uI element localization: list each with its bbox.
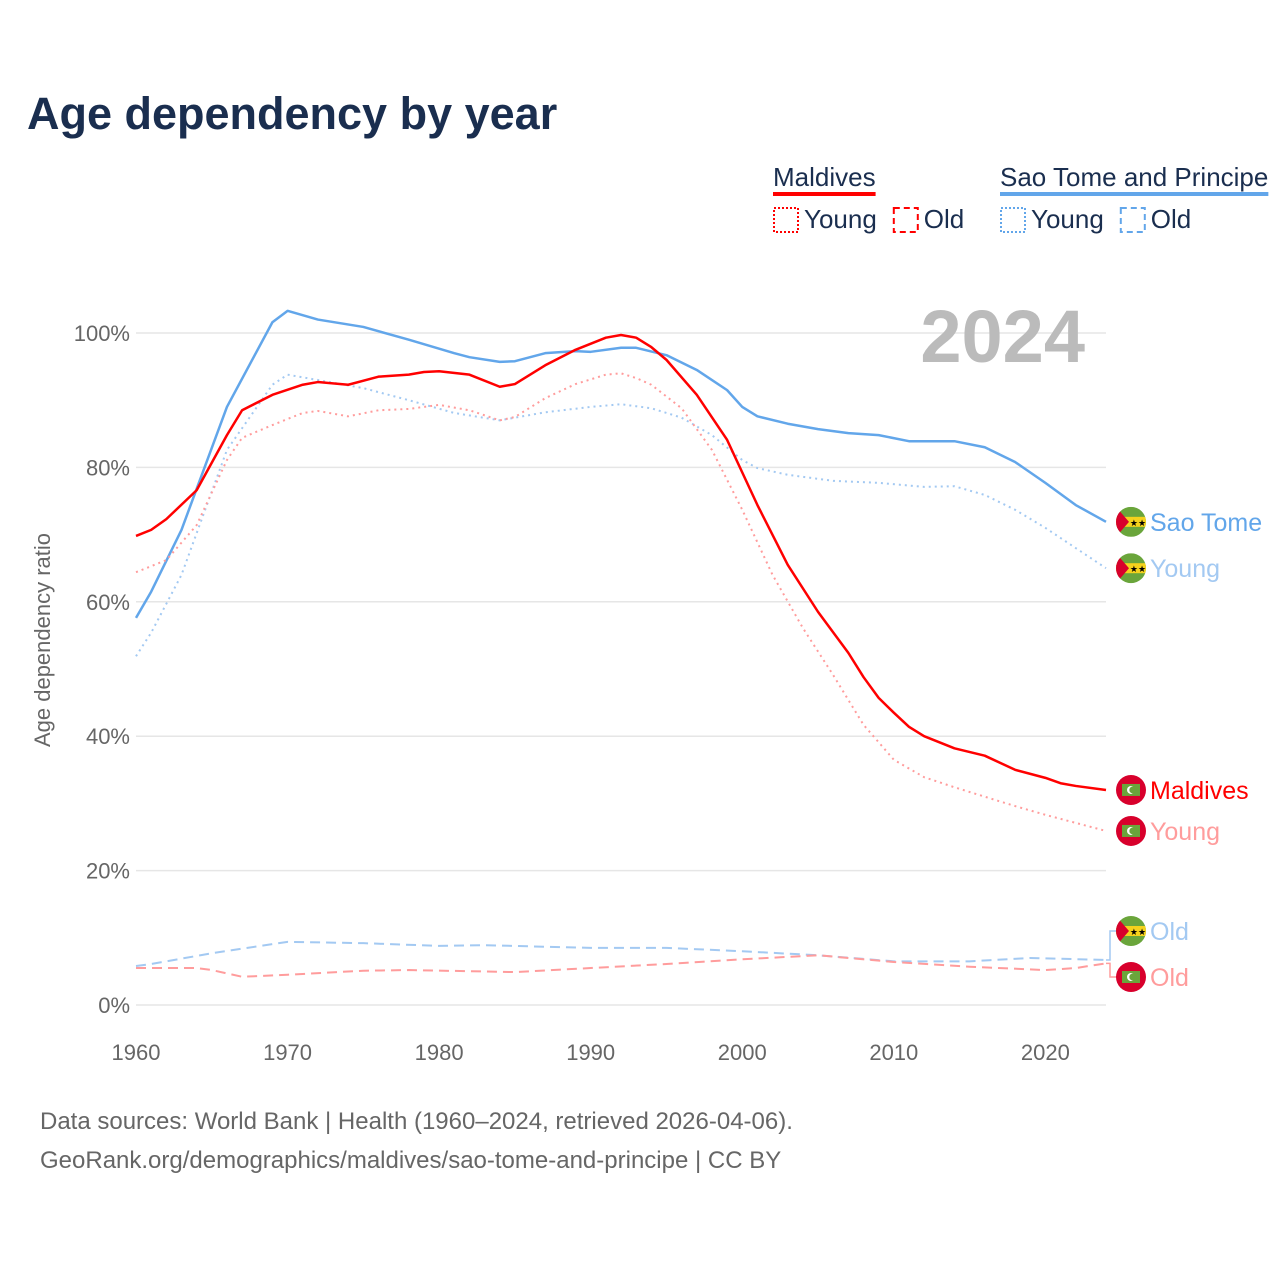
series-end-label: Old: [1150, 918, 1189, 946]
series-end-label: Maldives: [1150, 777, 1249, 805]
series-line-sao-tome-young: [135, 373, 1107, 657]
series-end-label: Sao Tome: [1150, 509, 1262, 537]
x-tick-label: 1980: [415, 1040, 464, 1065]
y-axis-label: Age dependency ratio: [30, 533, 55, 747]
series-line-sao-tome-old: [135, 940, 1107, 968]
y-tick-label: 100%: [74, 321, 130, 346]
x-tick-label: 2010: [869, 1040, 918, 1065]
y-tick-label: 20%: [86, 859, 130, 884]
y-tick-label: 40%: [86, 724, 130, 749]
chart-title: Age dependency by year: [27, 88, 558, 139]
legend-old-swatch[interactable]: [1119, 207, 1146, 233]
legend-item-label[interactable]: Young: [1031, 204, 1104, 234]
legend-old-swatch[interactable]: [892, 207, 919, 233]
x-tick-label: 2020: [1021, 1040, 1070, 1065]
legend-young-swatch[interactable]: [773, 207, 799, 233]
series-line-maldives: [135, 333, 1107, 792]
year-label: 2024: [920, 295, 1085, 378]
series-line-maldives-old: [136, 954, 1107, 978]
svg-text:★★: ★★: [1130, 564, 1146, 574]
y-tick-label: 60%: [86, 590, 130, 615]
legend-item-label[interactable]: Young: [804, 204, 877, 234]
label-connector: [1106, 962, 1118, 978]
sao-tome-flag-icon: ★★: [1116, 506, 1146, 537]
footer-link[interactable]: GeoRank.org/demographics/maldives/sao-to…: [40, 1147, 782, 1174]
maldives-flag-icon: [1116, 815, 1146, 846]
maldives-flag-icon: [1116, 774, 1146, 805]
svg-text:★★: ★★: [1130, 927, 1146, 937]
series-end-label: Young: [1150, 555, 1220, 583]
series-end-label: Young: [1150, 818, 1220, 846]
sao-tome-flag-icon: ★★: [1116, 553, 1146, 584]
x-tick-label: 1970: [263, 1040, 312, 1065]
maldives-flag-icon: [1116, 962, 1146, 992]
y-tick-label: 0%: [98, 993, 130, 1018]
x-tick-label: 1990: [566, 1040, 615, 1065]
x-tick-label: 2000: [718, 1040, 767, 1065]
legend-item-label[interactable]: Old: [924, 204, 964, 234]
sao-tome-flag-icon: ★★: [1116, 916, 1146, 946]
series-line-maldives-young: [135, 372, 1107, 832]
label-connector: [1106, 930, 1118, 961]
legend-item-label[interactable]: Old: [1151, 204, 1191, 234]
svg-text:★★: ★★: [1130, 518, 1146, 528]
series-end-label: Old: [1150, 964, 1189, 992]
footer-sources: Data sources: World Bank | Health (1960–…: [40, 1108, 793, 1135]
legend-group-title[interactable]: Maldives: [773, 162, 876, 192]
x-tick-label: 1960: [112, 1040, 161, 1065]
y-tick-label: 80%: [86, 455, 130, 480]
legend-young-swatch[interactable]: [1000, 207, 1026, 233]
legend-group-title[interactable]: Sao Tome and Principe: [1000, 162, 1268, 192]
series-line-sao-tome: [134, 309, 1107, 619]
